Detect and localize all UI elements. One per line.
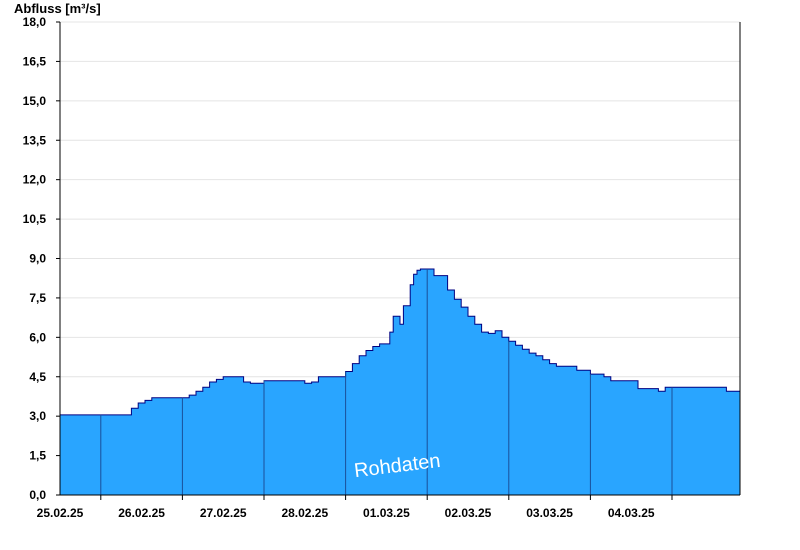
y-tick-label: 4,5	[29, 370, 46, 384]
y-tick-label: 6,0	[29, 330, 46, 344]
x-tick-label: 03.03.25	[526, 506, 573, 520]
y-tick-label: 10,5	[23, 212, 47, 226]
x-tick-label: 27.02.25	[200, 506, 247, 520]
y-tick-label: 0,0	[29, 488, 46, 502]
y-tick-label: 7,5	[29, 291, 46, 305]
day-separator-lines	[100, 269, 673, 495]
y-tick-label: 18,0	[23, 15, 47, 29]
y-axis-title: Abfluss [m³/s]	[14, 1, 101, 16]
x-tick-label: 28.02.25	[281, 506, 328, 520]
x-tick-label: 26.02.25	[118, 506, 165, 520]
y-tick-label: 3,0	[29, 409, 46, 423]
y-tick-label: 13,5	[23, 133, 47, 147]
discharge-line	[60, 268, 741, 416]
discharge-area	[60, 269, 740, 495]
y-tick-label: 15,0	[23, 94, 47, 108]
y-tick-label: 1,5	[29, 449, 46, 463]
data-area-layer	[60, 268, 741, 495]
y-axis-ticks: 0,0 1,5 3,0 4,5 6,0 7,5 9,0 10,5 12,0 13,5 15,0 16,…	[23, 15, 60, 502]
x-axis-ticks: 25.02.25 26.02.25 27.02.25 28.02.25 01.03.25…	[37, 495, 673, 520]
y-tick-label: 16,5	[23, 54, 47, 68]
y-tick-label: 9,0	[29, 252, 46, 266]
x-tick-label: 04.03.25	[608, 506, 655, 520]
x-tick-label: 25.02.25	[37, 506, 84, 520]
y-tick-label: 12,0	[23, 173, 47, 187]
x-tick-label: 02.03.25	[445, 506, 492, 520]
x-tick-label: 01.03.25	[363, 506, 410, 520]
